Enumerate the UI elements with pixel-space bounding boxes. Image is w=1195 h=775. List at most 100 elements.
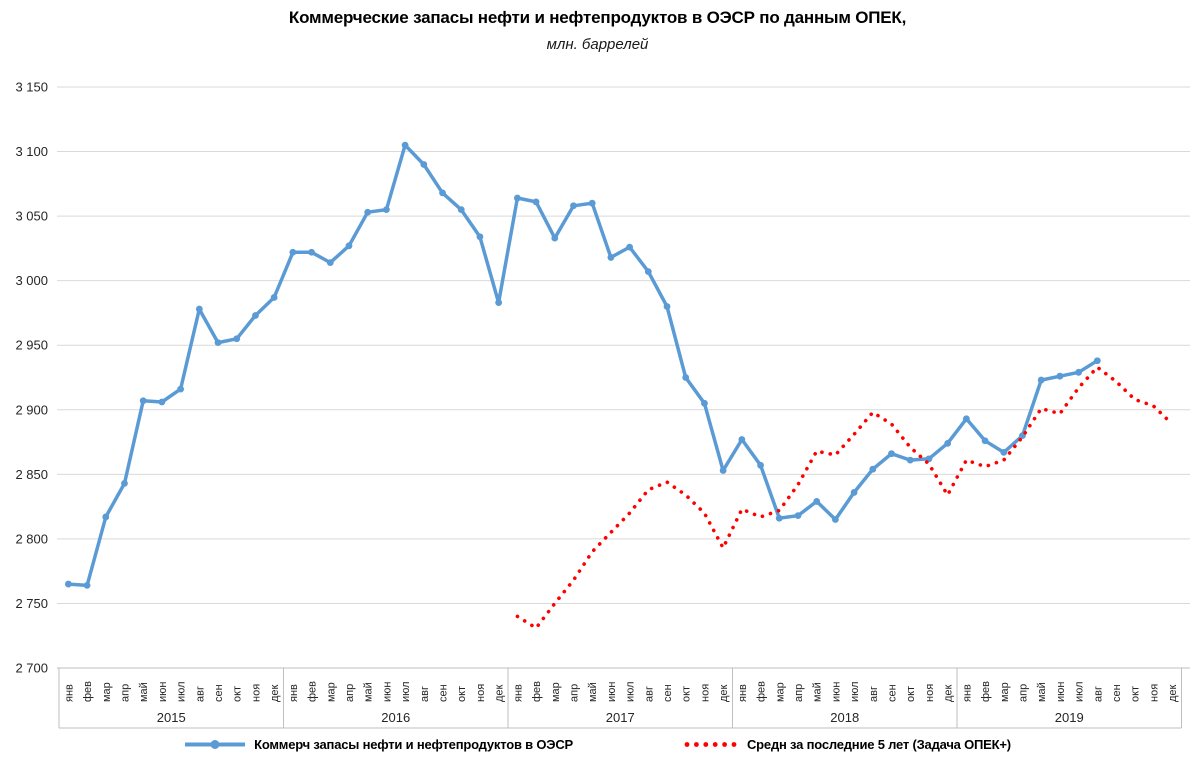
x-axis-month-label: янв xyxy=(288,684,300,702)
x-axis-month-label: май xyxy=(138,682,150,702)
x-axis-month-label: июл xyxy=(400,681,412,702)
data-point-marker xyxy=(1000,448,1008,456)
data-point-marker xyxy=(345,242,353,250)
x-axis-month-label: окт xyxy=(1130,686,1142,702)
legend-item-5yr-average: Средн за последние 5 лет (Задача ОПЕК+) xyxy=(683,737,1011,752)
x-axis-month-label: дек xyxy=(269,684,281,702)
x-axis-month-label: мар xyxy=(774,682,786,702)
legend-dotted-dot xyxy=(731,742,737,747)
x-axis-month-label: окт xyxy=(232,686,244,702)
data-point-marker xyxy=(794,512,802,520)
y-axis-tick-label: 3 050 xyxy=(15,209,48,224)
chart-legend: Коммерч запасы нефти и нефтепродуктов в … xyxy=(0,737,1195,752)
x-axis-month-label: дек xyxy=(943,684,955,702)
data-point-marker xyxy=(944,439,952,447)
series-oecd-stocks-line xyxy=(66,143,1100,588)
y-axis-tick-label: 3 150 xyxy=(15,80,48,95)
x-axis-month-label: авг xyxy=(643,686,655,702)
data-point-marker xyxy=(195,305,203,313)
data-point-marker xyxy=(663,303,671,310)
x-axis-month-label: ноя xyxy=(699,684,711,702)
x-axis-year-label: 2016 xyxy=(381,710,410,725)
x-axis-month-label: июл xyxy=(176,681,188,702)
data-point-marker xyxy=(102,513,110,521)
chart-subtitle: млн. баррелей xyxy=(546,36,649,53)
data-point-marker xyxy=(1075,368,1083,376)
x-axis-month-label: фев xyxy=(307,681,319,702)
x-axis-month-label: фев xyxy=(531,681,543,702)
data-point-marker xyxy=(214,339,222,347)
legend-label-5yr-average: Средн за последние 5 лет (Задача ОПЕК+) xyxy=(746,737,1011,752)
x-axis-year-label: 2018 xyxy=(830,710,859,725)
data-point-marker xyxy=(701,399,708,407)
y-axis-tick-label: 2 950 xyxy=(15,338,48,353)
x-axis-month-label: ноя xyxy=(1148,684,1160,702)
data-point-marker xyxy=(1037,376,1045,384)
data-point-marker xyxy=(775,514,783,522)
x-axis-month-label: июн xyxy=(606,682,618,702)
x-axis-month-label: май xyxy=(587,682,599,702)
x-axis-month-label: фев xyxy=(82,681,94,702)
data-point-marker xyxy=(495,299,503,307)
y-axis-tick-label: 3 100 xyxy=(15,144,48,159)
data-point-marker xyxy=(121,479,128,487)
x-axis-month-label: авг xyxy=(194,686,206,702)
data-point-marker xyxy=(1056,372,1064,380)
x-axis-month-label: янв xyxy=(63,684,75,702)
data-point-marker xyxy=(83,581,91,589)
data-point-marker xyxy=(850,489,858,496)
x-axis-month-label: июл xyxy=(625,681,637,702)
y-axis-tick-label: 3 000 xyxy=(15,273,48,288)
x-axis-month-label: апр xyxy=(568,684,580,702)
data-point-marker xyxy=(813,498,821,505)
legend-item-oecd-stocks: Коммерч запасы нефти и нефтепродуктов в … xyxy=(184,737,573,752)
x-axis-month-label: фев xyxy=(980,681,992,702)
data-point-marker xyxy=(719,467,727,474)
data-point-marker xyxy=(682,374,690,381)
data-point-marker xyxy=(981,437,989,445)
data-point-marker xyxy=(570,202,577,210)
x-axis-month-label: мар xyxy=(325,682,337,702)
data-point-marker xyxy=(626,243,634,251)
x-axis-month-label: апр xyxy=(344,684,356,702)
data-point-marker xyxy=(551,234,559,242)
x-axis-year-label: 2015 xyxy=(157,710,186,725)
y-axis-tick-label: 2 700 xyxy=(15,661,48,676)
data-point-marker xyxy=(906,456,914,464)
data-point-marker xyxy=(757,461,764,469)
x-axis-month-label: дек xyxy=(1167,684,1179,702)
data-point-marker xyxy=(1093,357,1101,365)
y-axis-tick-label: 2 900 xyxy=(15,402,48,417)
x-axis-year-label: 2017 xyxy=(606,710,635,725)
y-axis-tick-label: 2 750 xyxy=(15,596,48,611)
data-point-marker xyxy=(177,385,185,393)
x-axis-month-label: ноя xyxy=(475,684,487,702)
y-axis-tick-label: 2 850 xyxy=(15,467,48,482)
x-axis-month-label: апр xyxy=(119,684,131,702)
red-dotted-line-icon xyxy=(684,742,737,747)
legend-dotted-dot xyxy=(712,742,718,747)
x-axis-month-label: июн xyxy=(381,682,393,702)
x-axis-month-label: дек xyxy=(494,684,506,702)
x-axis-month-label: июн xyxy=(1055,682,1067,702)
data-point-marker xyxy=(738,436,746,443)
data-point-marker xyxy=(289,248,297,256)
x-axis-month-label: янв xyxy=(961,684,973,702)
y-axis-tick-label: 2 800 xyxy=(15,531,48,546)
x-axis-year-label: 2019 xyxy=(1055,710,1084,725)
data-point-marker xyxy=(326,259,334,266)
x-axis-month-label: дек xyxy=(718,684,730,702)
legend-marker-dot xyxy=(210,740,220,749)
legend-dotted-dot xyxy=(693,742,699,747)
x-axis-month-label: июл xyxy=(1074,681,1086,702)
series-5yr-average-dotted-line xyxy=(515,365,1174,630)
data-point-marker xyxy=(962,415,970,423)
x-axis-month-label: окт xyxy=(681,686,693,702)
data-point-marker xyxy=(869,465,877,473)
data-point-marker xyxy=(439,189,446,197)
legend-dotted-dot xyxy=(703,742,709,747)
x-axis-month-label: сен xyxy=(1111,684,1123,702)
x-axis-month-label: окт xyxy=(456,686,468,702)
data-point-marker xyxy=(607,254,615,261)
